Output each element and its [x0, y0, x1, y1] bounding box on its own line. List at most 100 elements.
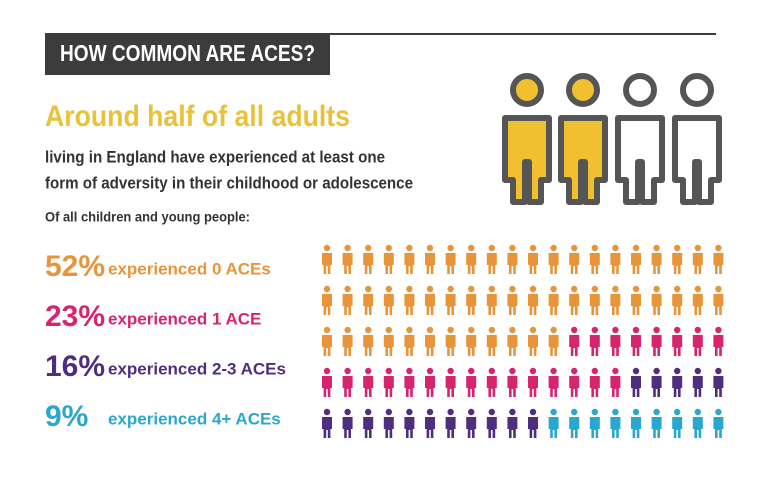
icon-body [321, 253, 332, 274]
icon-head [385, 408, 392, 416]
icon-head [488, 408, 495, 416]
person-icon [383, 244, 394, 274]
icon-head [632, 244, 640, 252]
icon-body [466, 417, 477, 438]
person-icon [445, 408, 456, 438]
person-icon [404, 285, 415, 315]
person-icon [569, 244, 580, 274]
icon-head [529, 367, 537, 375]
icon-body [445, 376, 456, 397]
intro: Of all children and young people: [45, 209, 250, 225]
person-icon [548, 408, 559, 438]
icon-body [342, 335, 353, 356]
icon-body [672, 335, 683, 356]
icon-head [632, 285, 640, 293]
icon-head [674, 326, 681, 334]
person-icon [342, 326, 353, 356]
icon-body [672, 417, 683, 438]
icon-head [365, 244, 372, 252]
person-icon [507, 244, 518, 274]
icon-body [466, 376, 477, 397]
icon-head [323, 367, 331, 375]
icon-head [674, 285, 681, 293]
icon-head [447, 244, 454, 252]
icon-body [466, 335, 477, 356]
icon-body [569, 294, 580, 315]
icon-head [591, 244, 598, 252]
icon-body [363, 294, 374, 315]
person-icon [589, 326, 600, 356]
icon-head [323, 285, 331, 293]
icon-body [528, 376, 538, 397]
person-icon [672, 326, 683, 356]
person-icon [321, 367, 332, 397]
person-icon [445, 326, 456, 356]
person-icon [321, 326, 332, 356]
icon-body [404, 253, 415, 274]
person-icon [692, 408, 703, 438]
icon-body [445, 294, 456, 315]
person-icon [404, 408, 415, 438]
person-icon [672, 244, 683, 274]
icon-body [589, 417, 600, 438]
icon-head [571, 244, 578, 252]
icon-body [321, 417, 332, 438]
icon-head [550, 367, 557, 375]
person-icon [651, 367, 662, 397]
icon-head [529, 285, 537, 293]
icon-body [507, 335, 518, 356]
icon-head [694, 244, 701, 252]
icon-head [591, 326, 598, 334]
icon-body [713, 417, 724, 438]
icon-head [591, 408, 598, 416]
icon-body [548, 417, 559, 438]
person-icon [610, 326, 621, 356]
icon-body [713, 376, 724, 397]
icon-head [406, 326, 413, 334]
icon-body [610, 253, 621, 274]
icon-head [468, 408, 475, 416]
person-icon [424, 285, 435, 315]
icon-body [424, 376, 435, 397]
icon-body [445, 417, 456, 438]
icon-body [548, 335, 559, 356]
icon-body [589, 253, 600, 274]
icon-head [529, 326, 537, 334]
icon-body [713, 253, 724, 274]
icon-head [529, 408, 537, 416]
person-icon [548, 326, 559, 356]
percent-label: 16% [45, 350, 105, 383]
icon-head [365, 367, 372, 375]
icon-head [591, 285, 598, 293]
person-icon [383, 326, 394, 356]
icon-head [715, 285, 722, 293]
icon-body [507, 253, 518, 274]
person-icon [404, 367, 415, 397]
icon-body [692, 417, 703, 438]
icon-head [323, 326, 331, 334]
icon-head [674, 367, 681, 375]
icon-body [672, 294, 683, 315]
icon-body [466, 294, 477, 315]
person-icon [445, 244, 456, 274]
icon-body [692, 335, 703, 356]
icon-head [447, 408, 454, 416]
icon-head [612, 244, 619, 252]
icon-head [529, 244, 537, 252]
person-icon [610, 244, 621, 274]
icon-body [651, 376, 662, 397]
person-icon [383, 367, 394, 397]
icon-body [610, 417, 621, 438]
icon-body [321, 335, 332, 356]
icon-head [468, 244, 475, 252]
icon-head [715, 408, 722, 416]
icon-head [406, 367, 413, 375]
percent-label: 23% [45, 300, 105, 333]
icon-head [715, 326, 722, 334]
icon-head [653, 367, 660, 375]
person-icon [631, 285, 641, 315]
person-icon [424, 244, 435, 274]
icon-head [468, 326, 475, 334]
icon-head [571, 367, 578, 375]
